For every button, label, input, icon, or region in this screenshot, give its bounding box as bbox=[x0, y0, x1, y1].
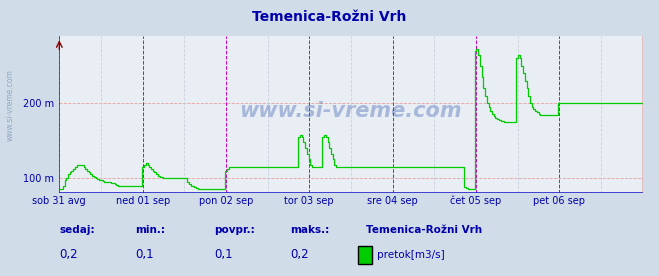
Text: www.si-vreme.com: www.si-vreme.com bbox=[240, 101, 462, 121]
Text: 0,2: 0,2 bbox=[290, 248, 308, 261]
Text: Temenica-Rožni Vrh: Temenica-Rožni Vrh bbox=[366, 225, 482, 235]
Text: 0,1: 0,1 bbox=[214, 248, 233, 261]
Text: www.si-vreme.com: www.si-vreme.com bbox=[5, 69, 14, 141]
Text: Temenica-Rožni Vrh: Temenica-Rožni Vrh bbox=[252, 10, 407, 24]
Text: sedaj:: sedaj: bbox=[59, 225, 95, 235]
Text: min.:: min.: bbox=[135, 225, 165, 235]
Text: maks.:: maks.: bbox=[290, 225, 330, 235]
Text: 0,2: 0,2 bbox=[59, 248, 78, 261]
Text: pretok[m3/s]: pretok[m3/s] bbox=[377, 250, 445, 260]
Text: 0,1: 0,1 bbox=[135, 248, 154, 261]
Text: povpr.:: povpr.: bbox=[214, 225, 255, 235]
